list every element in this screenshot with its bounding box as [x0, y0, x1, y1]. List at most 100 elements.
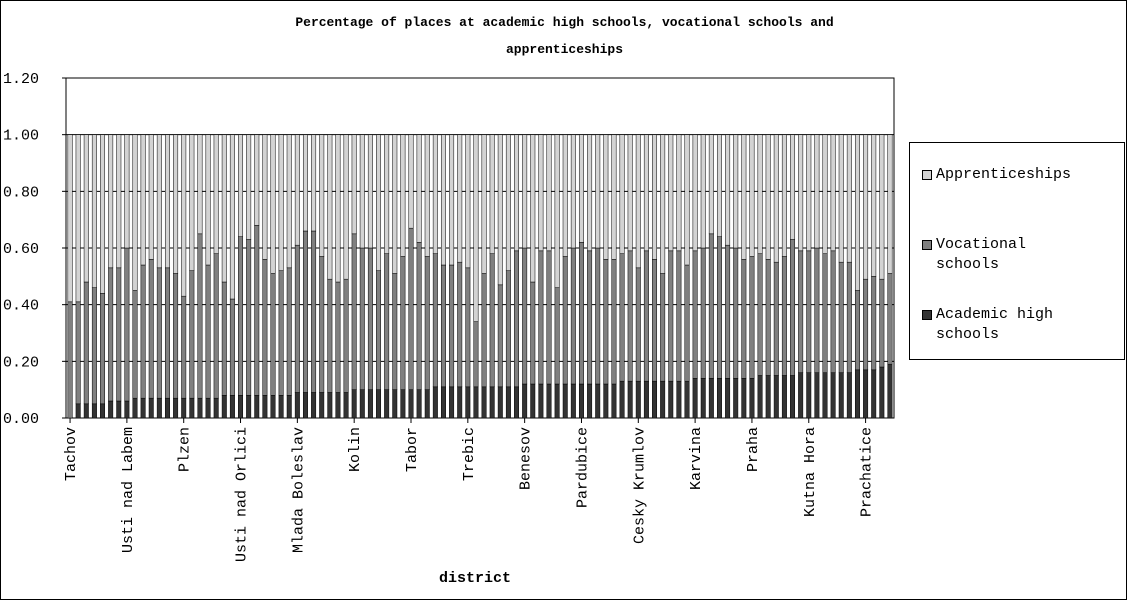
bar-segment	[351, 233, 357, 390]
bar-segment	[676, 134, 682, 252]
bar-segment	[319, 134, 325, 257]
chart-title-line-2: apprenticeships	[505, 42, 624, 57]
x-tick-label: Kutna Hora	[802, 427, 819, 517]
bar-segment	[335, 281, 341, 393]
bar-segment	[254, 134, 260, 226]
bar-segment	[733, 378, 739, 419]
bar-segment	[546, 250, 552, 385]
bar-segment	[854, 290, 860, 371]
bar-segment	[116, 134, 122, 269]
bar-segment	[741, 134, 747, 260]
bar-segment	[311, 230, 317, 393]
bar-segment	[822, 134, 828, 254]
bar-segment	[871, 134, 877, 277]
bar-segment	[481, 273, 487, 388]
x-tick-label: Usti nad Orlici	[234, 427, 251, 562]
bar-segment	[489, 253, 495, 388]
bar-segment	[505, 386, 511, 419]
bar-segment	[489, 134, 495, 254]
bar-segment	[189, 270, 195, 399]
bar-segment	[205, 134, 211, 266]
bar-segment	[132, 134, 138, 291]
bar-segment	[871, 276, 877, 371]
bar-segment	[505, 270, 511, 388]
bar-segment	[595, 247, 601, 385]
bar-segment	[400, 389, 406, 419]
y-tick-label: 0.60	[3, 241, 39, 258]
bar-segment	[781, 134, 787, 257]
bar-segment	[473, 321, 479, 388]
bar-segment	[838, 134, 844, 263]
bar-segment	[570, 383, 576, 419]
bar-segment	[481, 386, 487, 419]
bar-segment	[205, 397, 211, 419]
bar-segment	[359, 247, 365, 390]
bar-segment	[229, 298, 235, 396]
bar-segment	[327, 278, 333, 393]
bar-segment	[716, 134, 722, 237]
bar-segment	[497, 284, 503, 388]
bar-segment	[652, 134, 658, 260]
bar-segment	[627, 134, 633, 252]
bar-segment	[773, 134, 779, 263]
bar-segment	[530, 134, 536, 283]
bar-segment	[716, 236, 722, 379]
bar-segment	[108, 134, 114, 269]
bar-segment	[440, 264, 446, 388]
bar-segment	[67, 134, 73, 303]
bar-segment	[692, 250, 698, 379]
bar-segment	[124, 134, 130, 249]
bar-segment	[505, 134, 511, 271]
bar-segment	[863, 369, 869, 419]
bar-segment	[75, 301, 81, 405]
bar-segment	[213, 134, 219, 254]
bar-segment	[473, 134, 479, 322]
bar-segment	[757, 375, 763, 419]
bar-segment	[562, 383, 568, 419]
bar-segment	[749, 134, 755, 257]
bar-segment	[798, 372, 804, 419]
bar-segment	[465, 386, 471, 419]
bar-segment	[708, 233, 714, 379]
y-tick-label: 1.00	[3, 128, 39, 145]
bar-segment	[562, 256, 568, 385]
bar-segment	[652, 380, 658, 419]
bar-segment	[781, 375, 787, 419]
bar-segment	[798, 134, 804, 252]
legend: Apprenticeships Vocational schools Acade…	[909, 142, 1125, 360]
bar-segment	[270, 134, 276, 274]
bar-segment	[611, 383, 617, 419]
bar-segment	[757, 253, 763, 376]
bar-segment	[757, 134, 763, 254]
bar-segment	[863, 278, 869, 371]
x-tick-label: Tabor	[404, 427, 421, 472]
bar-segment	[790, 134, 796, 240]
bar-segment	[311, 392, 317, 419]
bar-segment	[668, 134, 674, 252]
bar-segment	[749, 378, 755, 419]
bar-segment	[708, 134, 714, 235]
bar-segment	[725, 134, 731, 246]
bar-segment	[270, 273, 276, 396]
bar-segment	[286, 395, 292, 419]
bar-segment	[643, 380, 649, 419]
bar-segment	[514, 250, 520, 388]
bar-segment	[181, 295, 187, 399]
bar-segment	[173, 397, 179, 419]
bar-segment	[91, 134, 97, 288]
bar-segment	[132, 397, 138, 419]
bar-segment	[578, 383, 584, 419]
bar-segment	[562, 134, 568, 257]
bar-segment	[587, 383, 593, 419]
bar-segment	[846, 134, 852, 263]
bar-segment	[676, 250, 682, 382]
bar-segment	[887, 363, 893, 419]
bar-segment	[822, 253, 828, 373]
bar-segment	[100, 134, 106, 294]
bar-segment	[197, 397, 203, 419]
bar-segment	[221, 281, 227, 396]
bar-segment	[465, 267, 471, 388]
bar-segment	[603, 134, 609, 260]
bar-segment	[603, 383, 609, 419]
bar-segment	[733, 134, 739, 249]
